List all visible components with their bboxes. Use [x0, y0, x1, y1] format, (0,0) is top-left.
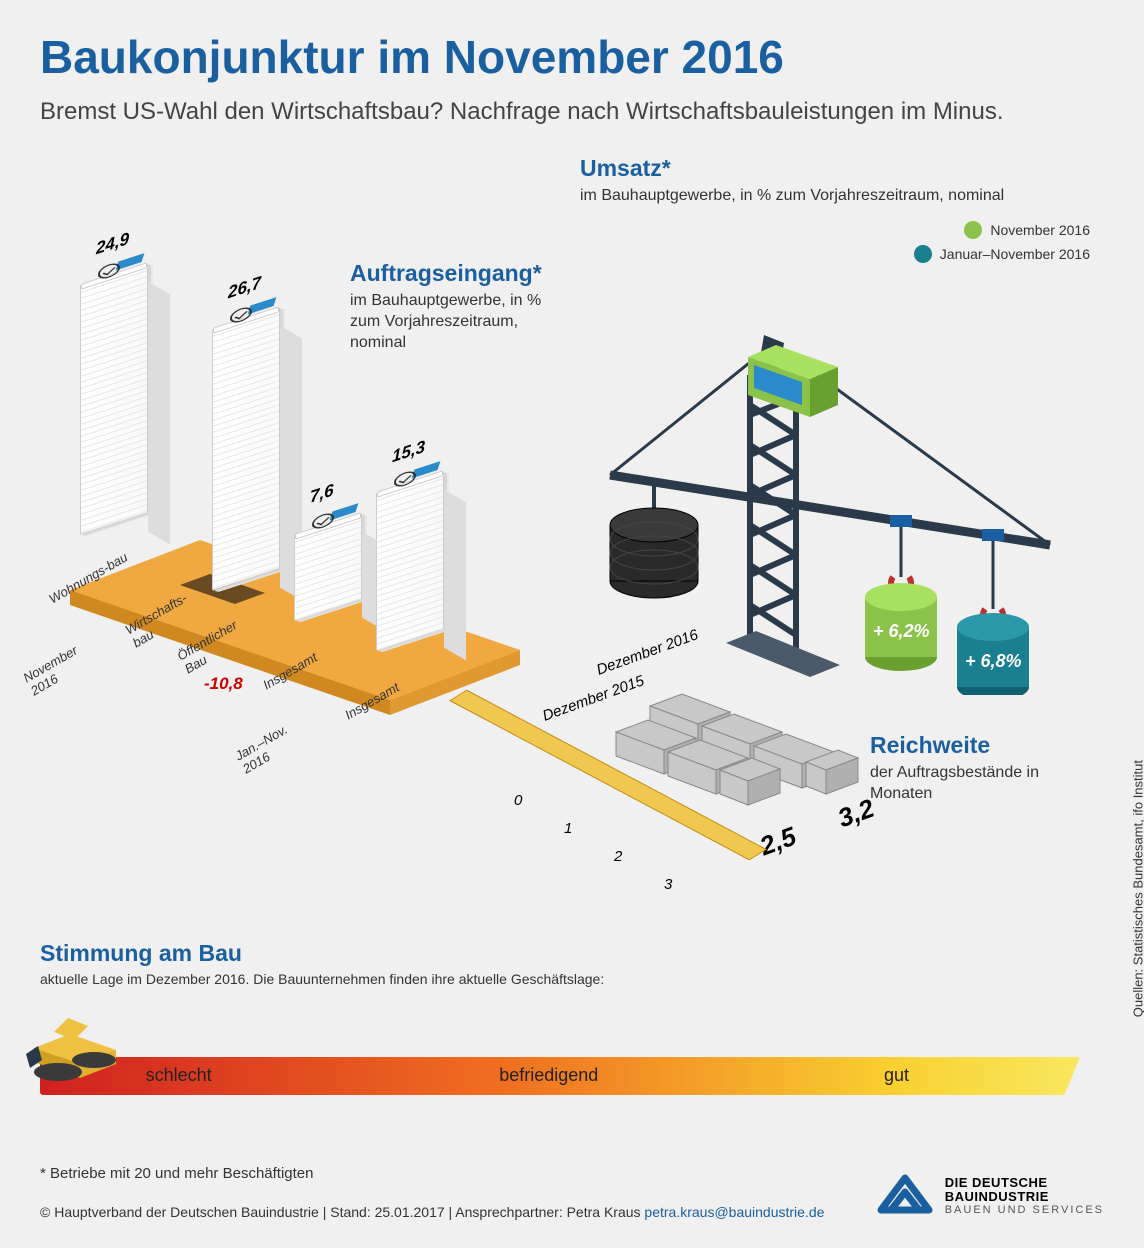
stimmung-donut-0: 15%: [158, 985, 214, 1041]
logo-line1: DIE DEUTSCHE: [945, 1176, 1104, 1190]
logo-line2: BAUINDUSTRIE: [945, 1190, 1104, 1204]
orders-bar-value-2: 26,7: [228, 273, 261, 304]
bulldozer-icon: [24, 1004, 134, 1090]
orders-bar-side-4: [444, 490, 466, 661]
stimmung-label-2: gut: [884, 1065, 909, 1086]
orders-bar-side-0: [148, 282, 170, 545]
stimmung-pct-0: 15%: [169, 996, 203, 1030]
page-subtitle: Bremst US-Wahl den Wirtschaftsbau? Nachf…: [40, 98, 1104, 126]
stimmung-sub: aktuelle Lage im Dezember 2016. Die Bauu…: [40, 971, 1080, 987]
stimmung-pct-2: 27%: [907, 996, 941, 1030]
stimmung-pct-1: 58%: [522, 996, 556, 1030]
logo-icon: [875, 1170, 935, 1222]
umsatz-section: Umsatz* im Bauhauptgewerbe, in % zum Vor…: [580, 155, 1090, 635]
logo-sub: BAUEN UND SERVICES: [945, 1204, 1104, 1216]
stimmung-section: Stimmung am Bau aktuelle Lage im Dezembe…: [40, 940, 1080, 1095]
umsatz-value-0: + 6,2%: [873, 621, 930, 642]
orders-bar-0: [80, 263, 148, 535]
orders-bar-4: [376, 471, 444, 651]
pointer-icon: [530, 1039, 548, 1053]
stimmung-label-0: schlecht: [146, 1065, 212, 1086]
orders-sub: im Bauhauptgewerbe, in % zum Vorjahresze…: [350, 291, 570, 353]
page-title: Baukonjunktur im November 2016: [40, 30, 1104, 84]
orders-bar-value-3: 7,6: [310, 480, 334, 508]
contact-link[interactable]: petra.kraus@bauindustrie.de: [644, 1204, 824, 1220]
sources-text: Quellen: Statistisches Bundesamt, ifo In…: [1130, 760, 1144, 1017]
pointer-icon: [915, 1039, 933, 1053]
stimmung-donut-2: 27%: [896, 985, 952, 1041]
ruler-tick-1: 1: [564, 820, 572, 837]
orders-bar-value-0: 24,9: [96, 229, 129, 260]
orders-bar-value-4: 15,3: [392, 437, 425, 468]
ruler-tick-0: 0: [514, 792, 522, 809]
ruler-tick-2: 2: [614, 848, 622, 865]
orders-bar-value-1: -10,8: [204, 674, 243, 694]
pointer-icon: [177, 1039, 195, 1053]
stimmung-bar: 15%schlecht58%befriedigend27%gut: [40, 1057, 1080, 1095]
crane-icon: [550, 225, 1080, 695]
copyright: © Hauptverband der Deutschen Bauindustri…: [40, 1204, 824, 1220]
ruler-tick-3: 3: [664, 876, 672, 893]
footnote: * Betriebe mit 20 und mehr Beschäftigten: [40, 1165, 314, 1182]
umsatz-title: Umsatz*: [580, 155, 1090, 182]
orders-section: Auftragseingang* im Bauhauptgewerbe, in …: [40, 200, 580, 700]
orders-title: Auftragseingang*: [350, 260, 570, 287]
stimmung-donut-1: 58%: [511, 985, 567, 1041]
stimmung-title: Stimmung am Bau: [40, 940, 1080, 967]
stimmung-label-1: befriedigend: [499, 1065, 598, 1086]
umsatz-sub: im Bauhauptgewerbe, in % zum Vorjahresze…: [580, 186, 1090, 207]
logo: DIE DEUTSCHE BAUINDUSTRIE BAUEN UND SERV…: [875, 1170, 1104, 1222]
orders-bar-2: [212, 307, 280, 591]
reichweite-section: Reichweite der Auftragsbestände in Monat…: [450, 660, 1070, 920]
